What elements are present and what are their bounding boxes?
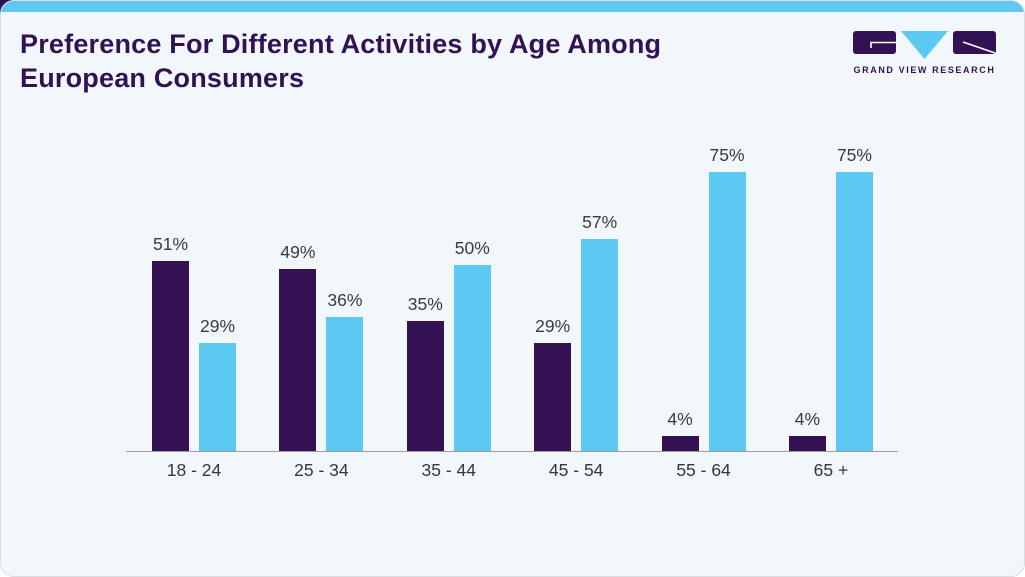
bar-with-label: 4% <box>661 409 699 451</box>
category-label: 35 - 44 <box>421 460 477 480</box>
endurance-bar <box>708 172 746 451</box>
chart-title: Preference For Different Activities by A… <box>20 29 662 93</box>
gvr-logo-icon <box>853 31 996 59</box>
category-labels-row: 18 - 24 25 - 34 35 - 44 45 - 54 55 - 64 65 + <box>126 460 898 481</box>
bar-with-label: 36% <box>326 290 364 451</box>
endurance-bar <box>835 172 873 451</box>
value-label: 75% <box>709 145 745 165</box>
bar-with-label: 75% <box>835 145 873 451</box>
bar-group: 4% 75% <box>661 145 746 451</box>
bar-groups: 51% 29% 49% 36% 35% 50% 29% 57% 4% 75% 4% 75% <box>126 121 898 451</box>
category-label: 25 - 34 <box>294 460 349 480</box>
strength-bar <box>661 436 699 451</box>
bar-with-label: 35% <box>406 293 444 451</box>
bar-group: 29% 57% <box>534 211 619 451</box>
bar-group: 4% 75% <box>788 145 873 451</box>
strength-bar <box>279 268 317 451</box>
x-axis-line <box>126 451 898 452</box>
category-label: 65 + <box>813 460 849 480</box>
endurance-bar <box>199 343 236 451</box>
bar-with-label: 49% <box>279 241 317 451</box>
category-label: 55 - 64 <box>676 460 731 480</box>
bar-with-label: 29% <box>199 316 236 451</box>
bar-with-label: 29% <box>534 316 572 451</box>
bar-with-label: 4% <box>788 409 826 451</box>
value-label: 75% <box>836 145 872 165</box>
value-label: 51% <box>152 234 189 255</box>
value-label: 29% <box>535 316 571 337</box>
bar-group: 49% 36% <box>279 241 364 451</box>
bar-with-label: 75% <box>708 145 746 451</box>
bar-chart: 51% 29% 49% 36% 35% 50% 29% 57% 4% 75% 4% 75% 18 - … <box>126 121 898 486</box>
value-label: 35% <box>407 293 443 314</box>
bar-with-label: 51% <box>152 234 189 451</box>
value-label: 49% <box>280 241 316 262</box>
logo-wordmark: GRAND VIEW RESEARCH <box>853 65 996 75</box>
strength-bar <box>406 320 444 451</box>
value-label: 50% <box>454 238 490 258</box>
bar-with-label: 57% <box>581 211 619 451</box>
strength-bar <box>788 436 826 451</box>
bar-group: 35% 50% <box>406 238 491 451</box>
category-label: 18 - 24 <box>166 460 222 480</box>
strength-bar <box>152 261 189 451</box>
value-label: 4% <box>794 409 821 430</box>
value-label: 36% <box>327 290 363 311</box>
endurance-bar <box>581 238 619 451</box>
value-label: 57% <box>582 211 618 232</box>
bar-group: 51% 29% <box>152 234 236 451</box>
endurance-bar <box>453 265 491 451</box>
category-label: 45 - 54 <box>548 460 604 480</box>
grand-view-research-logo: GRAND VIEW RESEARCH <box>853 30 996 75</box>
value-label: 29% <box>199 316 236 337</box>
accent-stripe <box>1 1 1024 12</box>
bar-with-label: 50% <box>453 238 491 451</box>
value-label: 4% <box>667 409 693 430</box>
strength-bar <box>534 343 572 451</box>
endurance-bar <box>326 317 364 451</box>
